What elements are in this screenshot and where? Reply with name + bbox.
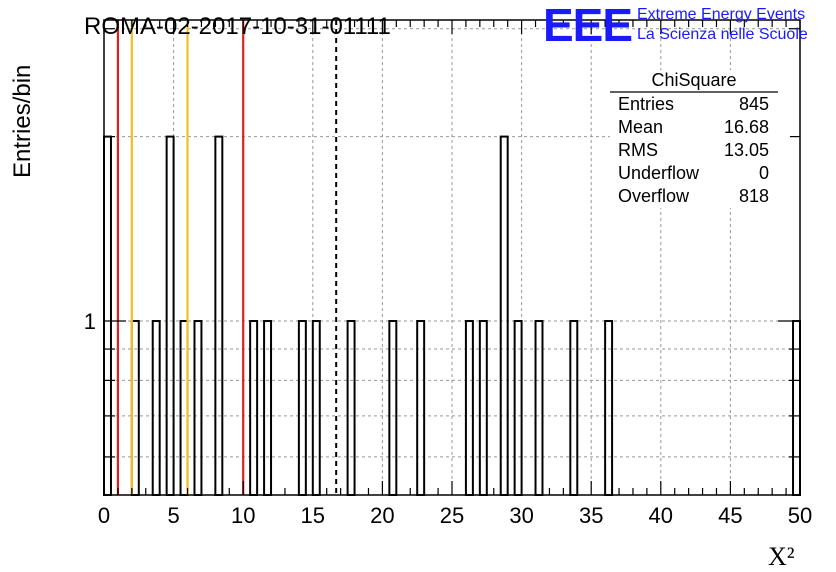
histogram-bar: [569, 320, 579, 496]
stats-value: 845: [739, 94, 769, 114]
axis-ticks: [103, 20, 801, 495]
chart-title: ROMA-02-2017-10-31-01111: [84, 13, 391, 40]
vertical-markers: [116, 20, 338, 495]
stats-value: 13.05: [724, 140, 769, 160]
x-tick-label: 20: [370, 503, 394, 528]
x-tick-label: 45: [718, 503, 742, 528]
x-tick-label: 35: [579, 503, 603, 528]
histogram-bar: [416, 320, 426, 496]
x-tick-label: 5: [167, 503, 179, 528]
x-axis-label: X²: [768, 542, 795, 571]
stats-rows: Entries 845 Mean 16.68 RMS 13.05 Underflow 0 Ove…: [618, 94, 769, 206]
logo-mark: EEE: [543, 0, 632, 51]
histogram-bar: [478, 320, 488, 496]
x-tick-label: 15: [301, 503, 325, 528]
tick-labels: 0 5 10 15 20 25 30 35 40 45 50 1: [84, 309, 812, 528]
histogram-bar: [513, 320, 523, 496]
histogram-bar: [311, 320, 321, 496]
logo-line-2: La Scienza nelle Scuole: [637, 26, 808, 43]
y-axis-label: Entries/bin: [9, 65, 36, 178]
histogram-bar: [464, 320, 474, 496]
x-tick-label: 25: [440, 503, 464, 528]
eee-logo: EEE Extreme Energy Events La Scienza nel…: [543, 0, 808, 51]
histogram-bar: [499, 135, 509, 497]
stats-label: Overflow: [618, 186, 690, 206]
histogram-bar: [103, 135, 112, 497]
x-tick-label: 10: [231, 503, 255, 528]
stats-value: 818: [739, 186, 769, 206]
stats-label: Entries: [618, 94, 674, 114]
histogram-bar: [165, 135, 175, 497]
histogram-bar: [193, 320, 203, 496]
histogram-bar: [297, 320, 307, 496]
histogram-bar: [249, 320, 259, 496]
histogram-bar: [604, 320, 614, 496]
stats-label: Mean: [618, 117, 663, 137]
stats-title: ChiSquare: [651, 70, 736, 90]
stats-box: ChiSquare Entries 845 Mean 16.68 RMS 13.05 Und…: [610, 70, 790, 208]
histogram-bar: [214, 135, 224, 497]
histogram-bar: [792, 320, 801, 496]
x-tick-label: 30: [509, 503, 533, 528]
x-tick-label: 40: [649, 503, 673, 528]
stats-value: 16.68: [724, 117, 769, 137]
stats-value: 0: [759, 163, 769, 183]
histogram-bar: [346, 320, 356, 496]
histogram-bar: [388, 320, 398, 496]
x-tick-label: 50: [788, 503, 812, 528]
y-tick-label: 1: [84, 309, 96, 334]
histogram-bar: [534, 320, 544, 496]
stats-box-background: [610, 70, 790, 208]
logo-line-1: Extreme Energy Events: [637, 6, 805, 23]
stats-label: Underflow: [618, 163, 700, 183]
x-tick-label: 0: [98, 503, 110, 528]
stats-label: RMS: [618, 140, 658, 160]
histogram-bar: [151, 320, 161, 496]
histogram-bar: [263, 320, 273, 496]
